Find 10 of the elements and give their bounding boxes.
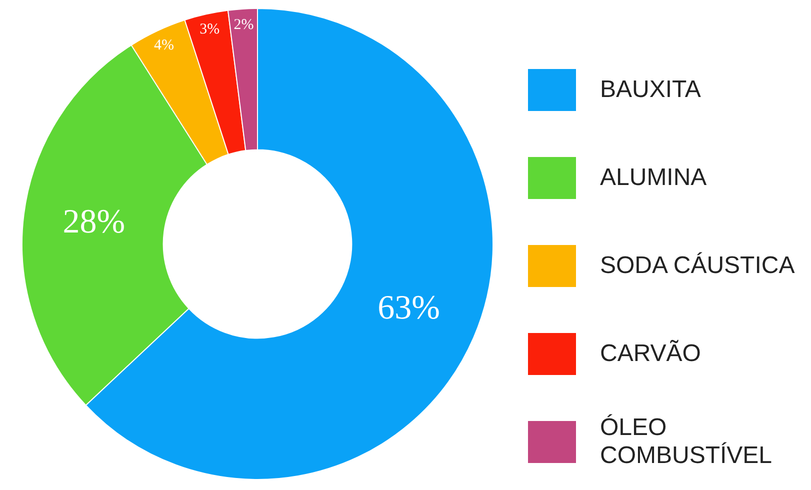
- data-label: 3%: [200, 22, 220, 38]
- legend-label: ÓLEO COMBUSTÍVEL: [600, 414, 774, 470]
- data-label: 2%: [234, 16, 254, 33]
- legend-label: SODA CÁUSTICA: [600, 252, 796, 280]
- data-label: 63%: [378, 289, 440, 326]
- data-label: 28%: [62, 203, 126, 240]
- legend-label: BAUXITA: [600, 76, 702, 104]
- data-label: 4%: [154, 37, 174, 54]
- legend-label: ALUMINA: [600, 164, 708, 192]
- legend-label: CARVÃO: [600, 340, 702, 368]
